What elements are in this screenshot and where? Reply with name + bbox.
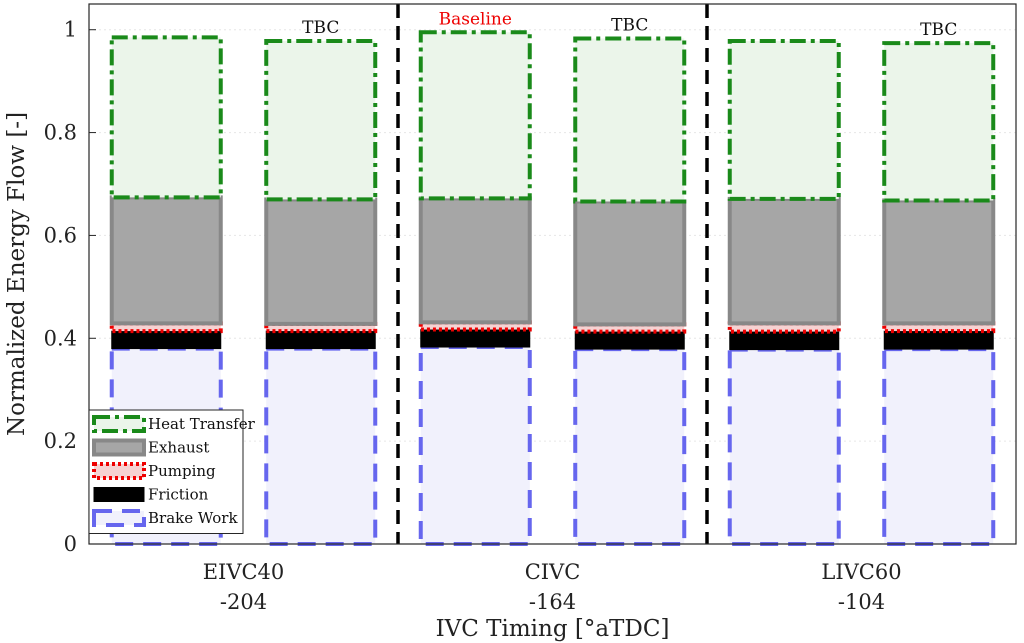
pumping-legend-swatch [92, 462, 146, 480]
bar-annotation: TBC [302, 18, 339, 38]
friction-segment [420, 329, 531, 348]
legend: Heat Transfer Exhaust Pumping Friction Brake… [88, 409, 256, 534]
legend-entry: Pumping [148, 462, 216, 480]
brake-work-segment [418, 345, 532, 546]
friction-segment [265, 330, 376, 350]
exhaust-segment [418, 196, 532, 325]
group-dividers [396, 4, 709, 544]
brake-work-segment [264, 346, 378, 547]
legend-entry: Heat Transfer [148, 415, 256, 433]
x-tick-label-ivc: -204 [220, 590, 267, 614]
friction-segment [729, 331, 840, 351]
heat-transfer-segment [573, 36, 687, 204]
y-tick-label: 1 [64, 18, 77, 42]
bar-annotation: TBC [920, 20, 957, 40]
friction-segment [883, 330, 994, 350]
bar-civc-2 [573, 36, 687, 547]
x-tick-label-name: EIVC40 [203, 560, 285, 584]
heat-transfer-segment [418, 30, 532, 201]
exhaust-segment [882, 198, 996, 326]
bar-livc60-2 [882, 41, 996, 547]
y-tick-label: 0.8 [44, 121, 77, 145]
bar-annotation: TBC [611, 15, 648, 35]
legend-entry: Exhaust [148, 439, 209, 457]
x-tick-label-name: LIVC60 [821, 560, 901, 584]
x-tick-label-ivc: -164 [529, 590, 576, 614]
exhaust-segment [264, 197, 378, 326]
brake-work-legend-swatch [92, 509, 146, 527]
x-tick-label-ivc: -104 [838, 590, 885, 614]
heat-transfer-segment [727, 39, 841, 201]
heat-transfer-segment [264, 39, 378, 202]
x-axis-label: IVC Timing [°aTDC] [436, 616, 670, 642]
y-axis-label: Normalized Energy Flow [-] [4, 112, 30, 436]
exhaust-segment [727, 196, 841, 326]
heat-transfer-segment [109, 35, 223, 200]
x-tick-labels: EIVC40 -204 CIVC -164 LIVC60 -104 [203, 560, 902, 614]
friction-legend-swatch [93, 487, 145, 502]
y-tick-label: 0.4 [44, 326, 77, 350]
plot-frame [88, 3, 1017, 545]
bar-eivc40-2 [264, 39, 378, 547]
exhaust-legend-swatch [92, 438, 146, 457]
stacked-bars: 0.0%0.0%0.1%0.4%-1.2%0.0%0.0%0.1%0.1%-1.… [109, 9, 996, 547]
brake-work-segment [882, 347, 996, 547]
x-tick-label-name: CIVC [525, 560, 581, 584]
bar-livc60-1 [727, 39, 841, 546]
heat-transfer-segment [882, 41, 996, 203]
bar-civc-1 [418, 30, 532, 546]
friction-segment [574, 331, 685, 350]
y-tick-label: 0.2 [44, 429, 77, 453]
friction-segment [111, 330, 222, 350]
legend-entry: Brake Work [148, 509, 238, 527]
brake-work-segment [573, 347, 687, 547]
bar-annotation: Baseline [439, 9, 512, 29]
exhaust-segment [109, 195, 223, 326]
legend-entry: Friction [148, 486, 209, 504]
segment-labels: 0.0%0.0%0.1%0.4%-1.2%0.0%0.0%0.1%0.1%-1.… [139, 9, 966, 382]
heat-transfer-legend-swatch [92, 415, 146, 433]
y-tick-labels: 0 0.2 0.4 0.6 0.8 1 [44, 18, 96, 556]
exhaust-segment [573, 199, 687, 327]
brake-work-segment [727, 347, 841, 546]
y-tick-label: 0.6 [44, 223, 77, 247]
y-tick-label: 0 [64, 532, 77, 556]
